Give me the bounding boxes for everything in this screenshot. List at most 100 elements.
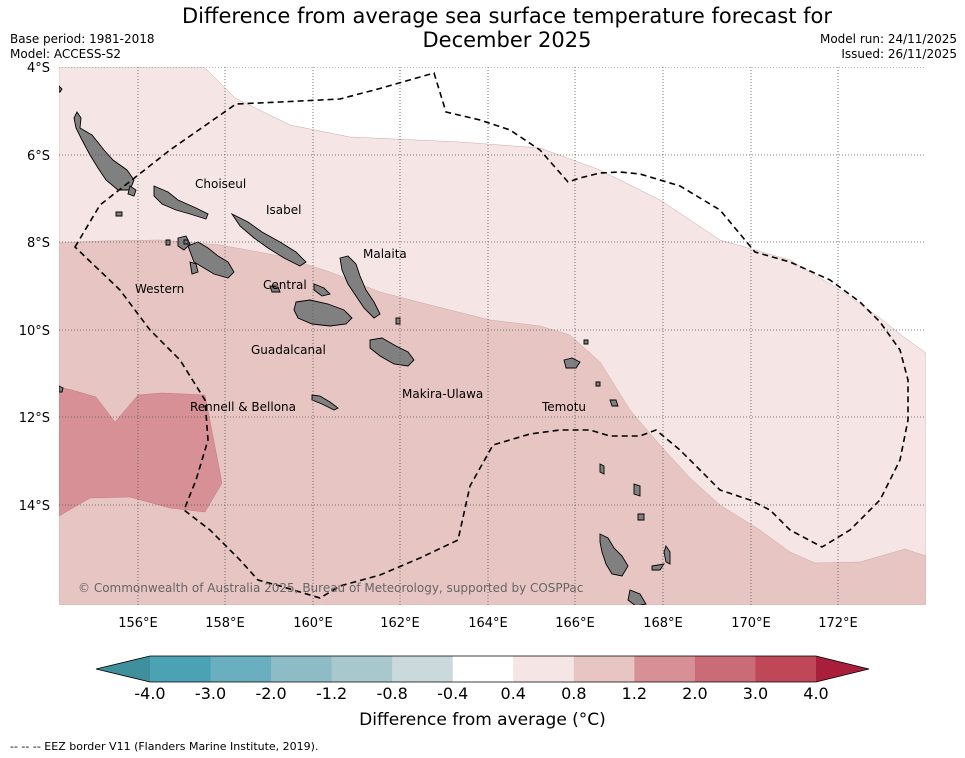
island-bougainville-tip (59, 85, 63, 93)
colorbar-segment (392, 656, 454, 682)
lon-label-160e: 160°E (293, 616, 333, 631)
colorbar-segment (513, 656, 575, 682)
colorbar-segment (755, 656, 817, 682)
colorbar-segment (694, 656, 756, 682)
colorbar-tick-label: 0.4 (501, 684, 526, 703)
island-makira (369, 337, 415, 367)
model-run: Model run: 24/11/2025 (819, 32, 957, 46)
province-labels: Choiseul Isabel Malaita Western Central … (135, 177, 586, 414)
lat-label-12s: 12°S (19, 411, 50, 426)
latitude-labels: 4°S 6°S 8°S 10°S 12°S 14°S (19, 61, 50, 514)
eez-border-note: -- -- -- EEZ border V11 (Flanders Marine… (10, 740, 319, 753)
colorbar-extend-low (96, 656, 150, 682)
island-florida (313, 283, 331, 297)
meta-left: Base period: 1981-2018 Model: ACCESS-S2 (10, 32, 155, 62)
island-new-georgia (187, 241, 235, 279)
colorbar-segment (634, 656, 696, 682)
island-santa-cruz (563, 357, 581, 369)
island-pentecost (651, 563, 665, 571)
lon-label-172e: 172°E (818, 616, 858, 631)
label-temotu: Temotu (541, 400, 586, 414)
island-shortland (127, 185, 137, 197)
lat-label-10s: 10°S (19, 324, 50, 339)
colorbar-tick-label: 3.0 (743, 684, 768, 703)
colorbar-tick-label: -3.0 (195, 684, 226, 703)
colorbar-tick-label: 2.0 (682, 684, 707, 703)
lon-label-164e: 164°E (468, 616, 508, 631)
title-line-2: December 2025 (422, 28, 592, 52)
lon-label-156e: 156°E (118, 616, 158, 631)
island-rennell (311, 394, 339, 411)
island-tiny-3 (395, 317, 401, 325)
colorbar-segment (573, 656, 635, 682)
land-masses (59, 85, 671, 605)
base-period: Base period: 1981-2018 (10, 32, 155, 46)
colorbar-segment (452, 656, 514, 682)
island-torres-1 (633, 483, 641, 497)
colorbar-segment (271, 656, 333, 682)
graticule (59, 67, 926, 605)
eez-border (73, 72, 909, 599)
anomaly-band-1-2-2-0 (59, 386, 223, 517)
lon-label-168e: 168°E (643, 616, 683, 631)
island-isabel-east (230, 212, 307, 267)
label-central: Central (263, 278, 307, 292)
title-line-1: Difference from average sea surface temp… (182, 4, 832, 28)
island-guadalcanal (293, 299, 353, 327)
colorbar (95, 655, 870, 683)
meta-right: Model run: 24/11/2025 Issued: 26/11/2025 (820, 32, 957, 62)
copyright-notice: © Commonwealth of Australia 2025, Bureau… (78, 581, 583, 595)
map-area: Choiseul Isabel Malaita Western Central … (59, 67, 926, 605)
lat-label-14s: 14°S (19, 499, 50, 514)
colorbar-tick-label: 0.8 (561, 684, 586, 703)
model-name: Model: ACCESS-S2 (10, 47, 122, 61)
island-tiny-6 (599, 463, 605, 475)
lon-label-158e: 158°E (205, 616, 245, 631)
island-torres-2 (637, 513, 645, 521)
label-makira-ulawa: Makira-Ulawa (402, 387, 483, 401)
colorbar-segment (150, 656, 212, 682)
island-left-edge (59, 385, 64, 393)
colorbar-tick-label: -2.0 (255, 684, 286, 703)
label-malaita: Malaita (363, 247, 407, 261)
island-russell (269, 285, 281, 293)
colorbar-outline (95, 655, 870, 683)
label-isabel: Isabel (266, 203, 301, 217)
colorbar-tick-label: -1.2 (316, 684, 347, 703)
island-tiny-4 (583, 339, 589, 345)
island-malaita (339, 255, 381, 319)
lat-label-8s: 8°S (27, 236, 50, 251)
lon-label-162e: 162°E (380, 616, 420, 631)
colorbar-extend-high (816, 656, 869, 682)
longitude-labels: 156°E 158°E 160°E 162°E 164°E 166°E 168°… (118, 616, 858, 631)
issued-date: Issued: 26/11/2025 (841, 47, 957, 61)
colorbar-tick-label: -4.0 (134, 684, 165, 703)
colorbar-label: Difference from average (°C) (359, 710, 606, 730)
colorbar-tick-label: 1.2 (622, 684, 647, 703)
colorbar-tick-labels: -4.0 -3.0 -2.0 -1.2 -0.8 -0.4 0.4 0.8 1.2 2.0 3.0 4… (134, 684, 828, 703)
island-malakula (627, 589, 647, 605)
island-tiny-2 (165, 239, 171, 246)
lat-label-4s: 4°S (27, 61, 50, 76)
island-vanikoro (609, 399, 619, 407)
island-tiny-5 (595, 381, 601, 387)
label-western: Western (135, 282, 184, 296)
island-maewo (663, 544, 671, 565)
colorbar-tick-label: 4.0 (803, 684, 828, 703)
island-treasury (115, 211, 123, 217)
label-rennell-bellona: Rennell & Bellona (190, 400, 296, 414)
label-choiseul: Choiseul (195, 177, 246, 191)
lon-label-170e: 170°E (731, 616, 771, 631)
label-guadalcanal: Guadalcanal (251, 343, 326, 357)
colorbar-tick-label: -0.8 (377, 684, 408, 703)
island-espiritu-santo (599, 533, 629, 577)
colorbar-segment (331, 656, 393, 682)
island-isabel (153, 185, 209, 220)
colorbar-segment (210, 656, 272, 682)
lat-label-6s: 6°S (27, 149, 50, 164)
chart-title: Difference from average sea surface temp… (0, 4, 965, 52)
island-ranongga (189, 261, 199, 275)
lon-label-166e: 166°E (555, 616, 595, 631)
colorbar-tick-label: -0.4 (437, 684, 468, 703)
